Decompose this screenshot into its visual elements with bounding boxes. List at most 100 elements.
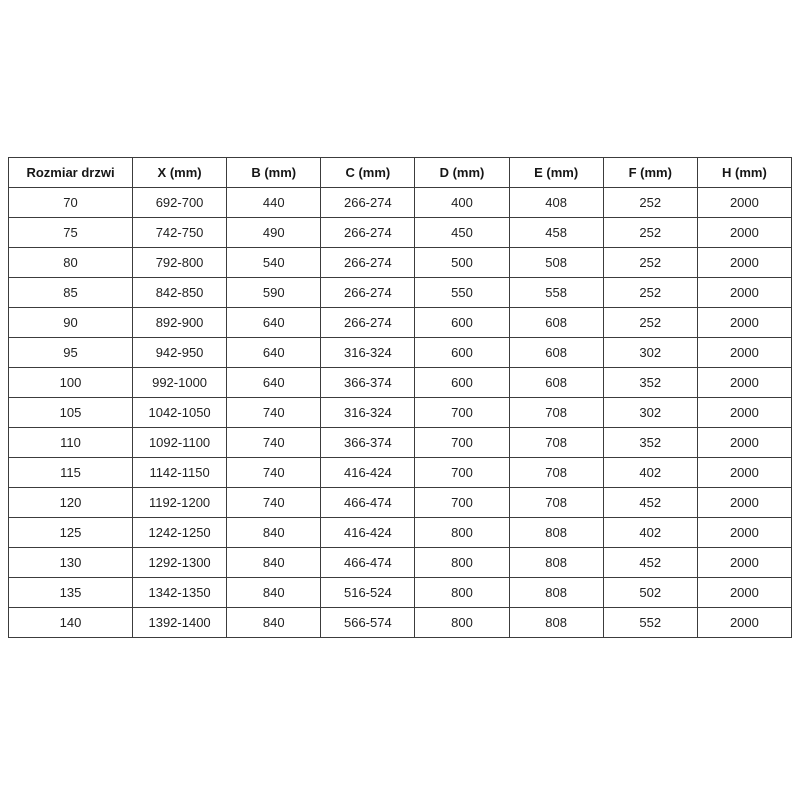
table-cell: 566-574 bbox=[320, 607, 416, 638]
table-row: 90 892-900 640 266-274 600 608 252 2000 bbox=[8, 307, 793, 338]
table-cell: 792-800 bbox=[131, 247, 228, 278]
table-cell: 2000 bbox=[696, 457, 793, 488]
table-cell: 600 bbox=[414, 367, 510, 398]
row-size-cell: 80 bbox=[8, 247, 133, 278]
table-cell: 740 bbox=[226, 427, 322, 458]
table-row: 105 1042-1050 740 316-324 700 708 302 2000 bbox=[8, 397, 793, 428]
table-cell: 402 bbox=[602, 457, 698, 488]
table-cell: 1192-1200 bbox=[131, 487, 228, 518]
table-cell: 840 bbox=[226, 517, 322, 548]
table-cell: 316-324 bbox=[320, 337, 416, 368]
row-size-cell: 105 bbox=[8, 397, 133, 428]
table-cell: 252 bbox=[602, 277, 698, 308]
table-cell: 266-274 bbox=[320, 247, 416, 278]
table-cell: 808 bbox=[508, 607, 604, 638]
table-row: 130 1292-1300 840 466-474 800 808 452 2000 bbox=[8, 547, 793, 578]
table-cell: 450 bbox=[414, 217, 510, 248]
table-cell: 2000 bbox=[696, 307, 793, 338]
table-cell: 700 bbox=[414, 397, 510, 428]
table-cell: 516-524 bbox=[320, 577, 416, 608]
table-cell: 2000 bbox=[696, 247, 793, 278]
table-cell: 352 bbox=[602, 367, 698, 398]
table-cell: 458 bbox=[508, 217, 604, 248]
table-cell: 266-274 bbox=[320, 277, 416, 308]
table-cell: 490 bbox=[226, 217, 322, 248]
table-cell: 892-900 bbox=[131, 307, 228, 338]
table-cell: 500 bbox=[414, 247, 510, 278]
table-cell: 302 bbox=[602, 397, 698, 428]
table-cell: 252 bbox=[602, 247, 698, 278]
table-cell: 352 bbox=[602, 427, 698, 458]
row-size-cell: 110 bbox=[8, 427, 133, 458]
table-cell: 402 bbox=[602, 517, 698, 548]
table-cell: 366-374 bbox=[320, 367, 416, 398]
table-cell: 1342-1350 bbox=[131, 577, 228, 608]
table-cell: 600 bbox=[414, 307, 510, 338]
table-cell: 740 bbox=[226, 397, 322, 428]
table-cell: 408 bbox=[508, 187, 604, 218]
table-row: 70 692-700 440 266-274 400 408 252 2000 bbox=[8, 187, 793, 218]
table-cell: 452 bbox=[602, 547, 698, 578]
table-cell: 2000 bbox=[696, 277, 793, 308]
row-size-cell: 135 bbox=[8, 577, 133, 608]
table-cell: 608 bbox=[508, 307, 604, 338]
header-x-mm: X (mm) bbox=[131, 157, 228, 188]
table-cell: 416-424 bbox=[320, 517, 416, 548]
header-d-mm: D (mm) bbox=[414, 157, 510, 188]
table-cell: 2000 bbox=[696, 367, 793, 398]
table-cell: 466-474 bbox=[320, 547, 416, 578]
header-rozmiar-drzwi: Rozmiar drzwi bbox=[8, 157, 133, 188]
table-cell: 800 bbox=[414, 547, 510, 578]
table-cell: 440 bbox=[226, 187, 322, 218]
table-cell: 1092-1100 bbox=[131, 427, 228, 458]
row-size-cell: 75 bbox=[8, 217, 133, 248]
table-cell: 550 bbox=[414, 277, 510, 308]
header-e-mm: E (mm) bbox=[508, 157, 604, 188]
header-c-mm: C (mm) bbox=[320, 157, 416, 188]
table-cell: 840 bbox=[226, 547, 322, 578]
table-cell: 942-950 bbox=[131, 337, 228, 368]
table-cell: 708 bbox=[508, 457, 604, 488]
table-cell: 252 bbox=[602, 307, 698, 338]
table-cell: 466-474 bbox=[320, 487, 416, 518]
table-cell: 608 bbox=[508, 367, 604, 398]
table-cell: 608 bbox=[508, 337, 604, 368]
header-f-mm: F (mm) bbox=[602, 157, 698, 188]
table-cell: 708 bbox=[508, 427, 604, 458]
table-cell: 1142-1150 bbox=[131, 457, 228, 488]
table-cell: 558 bbox=[508, 277, 604, 308]
table-cell: 708 bbox=[508, 487, 604, 518]
row-size-cell: 95 bbox=[8, 337, 133, 368]
table-row: 75 742-750 490 266-274 450 458 252 2000 bbox=[8, 217, 793, 248]
row-size-cell: 100 bbox=[8, 367, 133, 398]
table-cell: 800 bbox=[414, 517, 510, 548]
table-cell: 2000 bbox=[696, 187, 793, 218]
table-header: Rozmiar drzwi X (mm) B (mm) C (mm) D (mm… bbox=[8, 157, 793, 188]
row-size-cell: 90 bbox=[8, 307, 133, 338]
table-cell: 452 bbox=[602, 487, 698, 518]
table-cell: 700 bbox=[414, 487, 510, 518]
table-cell: 640 bbox=[226, 307, 322, 338]
header-b-mm: B (mm) bbox=[226, 157, 322, 188]
table-cell: 1042-1050 bbox=[131, 397, 228, 428]
table-cell: 808 bbox=[508, 577, 604, 608]
table-row: 125 1242-1250 840 416-424 800 808 402 2000 bbox=[8, 517, 793, 548]
table-cell: 1242-1250 bbox=[131, 517, 228, 548]
table-row: 80 792-800 540 266-274 500 508 252 2000 bbox=[8, 247, 793, 278]
table-row: 95 942-950 640 316-324 600 608 302 2000 bbox=[8, 337, 793, 368]
table-cell: 502 bbox=[602, 577, 698, 608]
table-cell: 742-750 bbox=[131, 217, 228, 248]
table-cell: 266-274 bbox=[320, 307, 416, 338]
table-cell: 700 bbox=[414, 427, 510, 458]
table-cell: 740 bbox=[226, 457, 322, 488]
table-cell: 700 bbox=[414, 457, 510, 488]
table-cell: 600 bbox=[414, 337, 510, 368]
table-cell: 1392-1400 bbox=[131, 607, 228, 638]
table-cell: 2000 bbox=[696, 427, 793, 458]
table-cell: 2000 bbox=[696, 607, 793, 638]
table-cell: 366-374 bbox=[320, 427, 416, 458]
table-cell: 2000 bbox=[696, 397, 793, 428]
row-size-cell: 85 bbox=[8, 277, 133, 308]
row-size-cell: 125 bbox=[8, 517, 133, 548]
table-row: 110 1092-1100 740 366-374 700 708 352 2000 bbox=[8, 427, 793, 458]
